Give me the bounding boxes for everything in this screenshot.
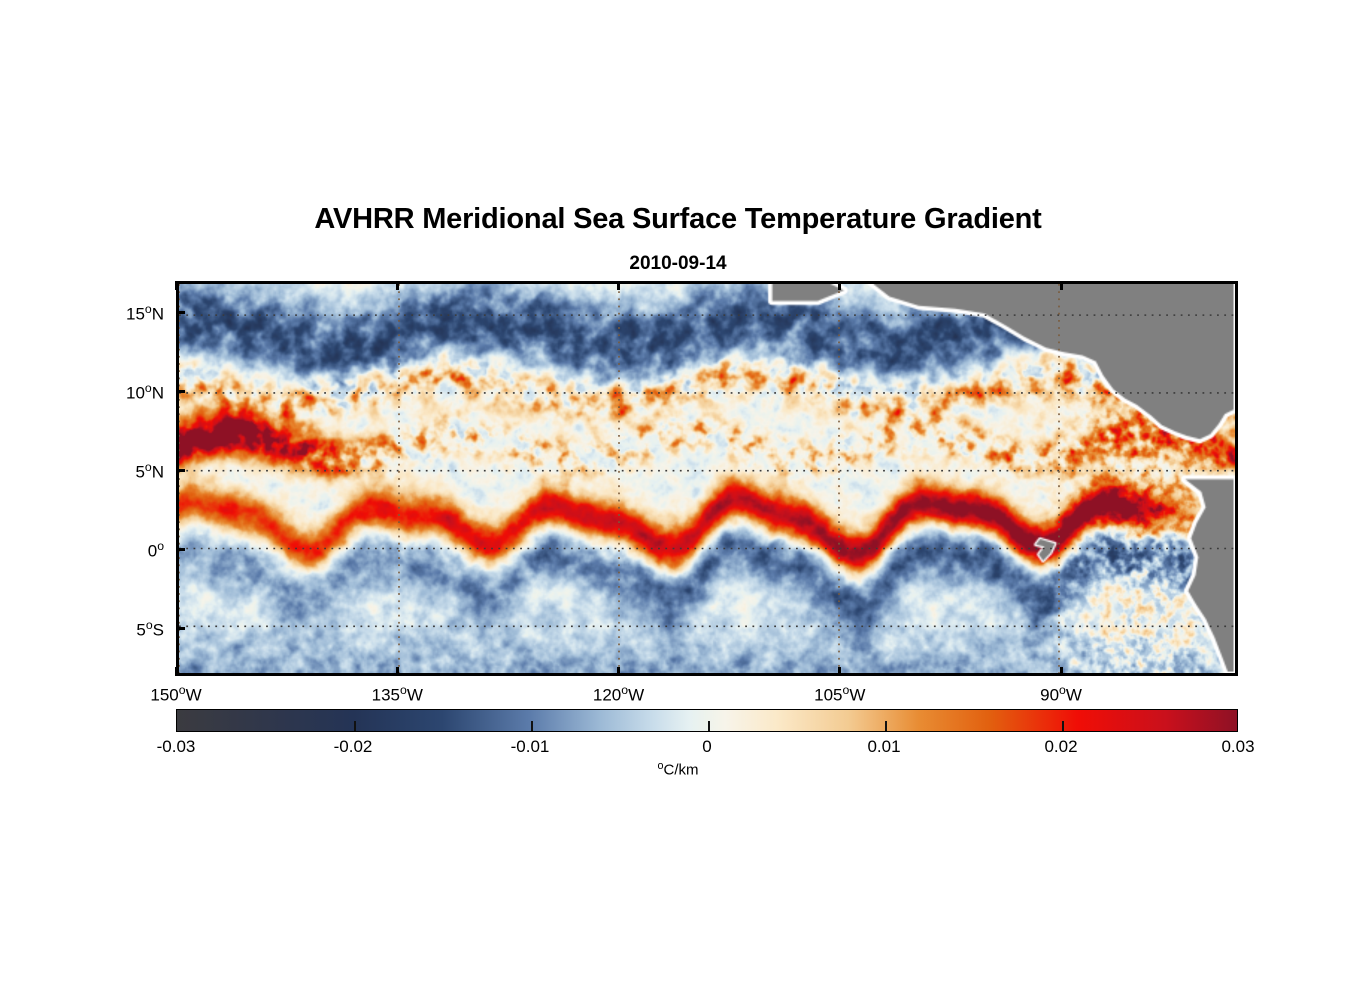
colorbar-tick-mark [885,720,887,731]
colorbar-tick-mark [354,720,356,731]
x-tick-mark [1059,281,1063,290]
colorbar-tick-label: 0.01 [867,737,901,756]
x-tick-label: 120oW [592,683,645,705]
x-tick-mark [395,281,399,290]
x-tick-mark [395,667,399,676]
x-tick-label: 135oW [371,683,423,705]
x-tick-mark [617,281,620,290]
x-tick-label: 150oW [150,683,202,705]
x-tick-mark [174,667,178,676]
colorbar-tick-label: 0 [702,737,712,756]
y-tick-label: 15oN [125,301,164,323]
colorbar-tick-label: -0.03 [156,737,196,756]
colorbar-tick-mark [1062,720,1064,731]
x-tick-mark [838,667,842,676]
x-tick-label: 90oW [1040,683,1082,705]
y-tick-mark [176,390,185,394]
y-tick-label: 5oS [136,617,164,639]
x-tick-mark [174,281,178,290]
y-tick-label: 10oN [125,380,164,402]
colorbar-tick-mark [531,720,533,731]
colorbar-tick-mark [708,720,710,731]
colorbar [176,709,1238,732]
page-title: AVHRR Meridional Sea Surface Temperature… [314,203,1042,235]
x-tick-mark [838,281,842,290]
y-tick-mark [176,311,185,315]
colorbar-tick-label: 0.02 [1044,737,1078,756]
x-tick-mark [1059,667,1063,676]
y-tick-mark [176,627,185,631]
map-axes [176,281,1238,676]
colorbar-tick-label: -0.01 [510,737,550,756]
x-tick-mark [617,667,620,676]
chart-subtitle: 2010-09-14 [629,253,727,274]
y-tick-label: 5oN [135,459,164,481]
colorbar-tick-label: -0.02 [333,737,373,756]
y-tick-mark [176,469,185,473]
y-tick-label: 0o [147,538,164,560]
x-tick-label: 105oW [814,683,866,705]
y-tick-mark [176,548,185,552]
land-mask-overlay [179,284,1235,673]
colorbar-tick-label: 0.03 [1221,737,1255,756]
colorbar-unit-label: oC/km [657,760,699,779]
colorbar-gradient [177,710,1237,731]
